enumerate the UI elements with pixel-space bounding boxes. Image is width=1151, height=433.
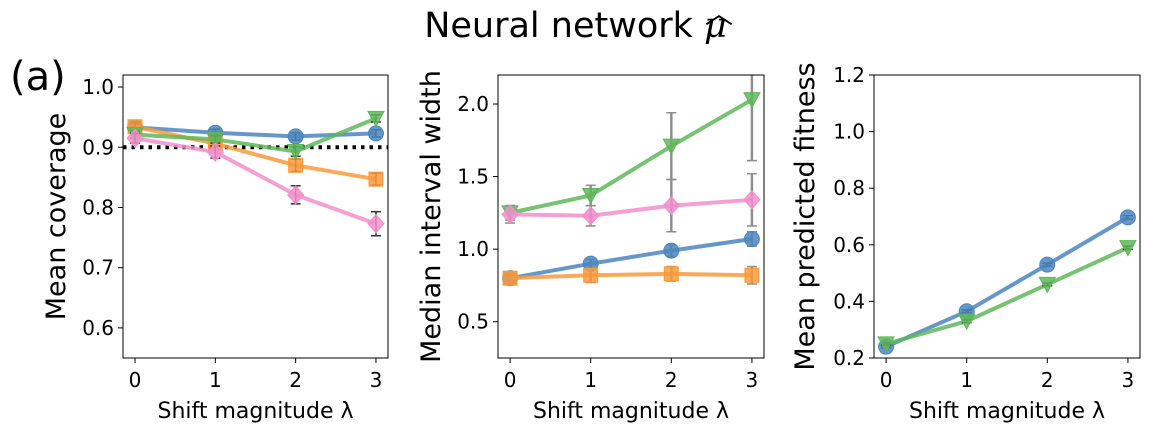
data-point-orange-2-1 bbox=[583, 267, 599, 283]
data-point-pink-1-2 bbox=[286, 185, 305, 205]
y-tick-label-1-1: 0.7 bbox=[82, 256, 114, 280]
data-point-green-2-2 bbox=[662, 138, 681, 156]
data-point-green-3-2 bbox=[1038, 276, 1057, 294]
y-tick-label-3-4: 1.0 bbox=[833, 120, 865, 144]
y-axis-label-3: Mean predicted fitness bbox=[790, 62, 821, 370]
series-line-blue-3 bbox=[885, 215, 1129, 349]
data-point-blue-1-3 bbox=[367, 125, 384, 142]
data-point-green-3-1 bbox=[957, 313, 976, 331]
y-tick-label-1-0: 0.6 bbox=[82, 316, 114, 340]
x-tick-label-1-3: 3 bbox=[370, 368, 383, 392]
data-point-orange-2-2 bbox=[663, 266, 679, 282]
x-tick-label-2-0: 0 bbox=[504, 368, 517, 392]
data-point-blue-3-2 bbox=[1039, 256, 1056, 273]
data-point-green-1-2 bbox=[286, 143, 305, 161]
data-point-pink-1-1 bbox=[206, 142, 225, 162]
x-tick-label-2-2: 2 bbox=[665, 368, 678, 392]
series-line-green-1 bbox=[134, 116, 377, 154]
data-point-green-3-0 bbox=[877, 336, 895, 353]
hat-accent: ︿ bbox=[705, 0, 734, 30]
chart-panel-3: 0 1 2 3 0.2 0.4 0.6 0.8 1.0 1.2 Shift magnitude λ M… bbox=[790, 62, 1141, 424]
y-tick-label-1-4: 1.0 bbox=[82, 75, 114, 99]
plot-area-3 bbox=[877, 209, 1137, 355]
x-tick-label-1-2: 2 bbox=[289, 368, 302, 392]
panel-label: (a) bbox=[10, 54, 66, 100]
y-tick-label-1-2: 0.8 bbox=[82, 195, 114, 219]
x-axis-label-1: Shift magnitude λ bbox=[157, 399, 353, 424]
chart-panel-1: 0 1 2 3 0.6 0.7 0.8 0.9 1.0 Shift magnitude λ Mean… bbox=[41, 74, 389, 424]
data-point-blue-2-3 bbox=[743, 230, 760, 247]
data-point-orange-2-3 bbox=[744, 267, 760, 283]
plot-area-1 bbox=[126, 110, 385, 237]
axes-frame-3 bbox=[873, 74, 1141, 359]
chart-panel-2: 0 1 2 3 0.5 1.0 1.5 2.0 Shift magnitude λ Median … bbox=[416, 70, 765, 424]
data-point-pink-2-2 bbox=[662, 195, 680, 216]
data-point-green-1-1 bbox=[206, 131, 225, 149]
data-point-orange-1-3 bbox=[368, 171, 384, 187]
series-line-pink-2 bbox=[510, 197, 753, 218]
data-point-green-1-3 bbox=[367, 110, 385, 128]
series-line-orange-2 bbox=[510, 271, 752, 281]
figure-title: Neural network ︿ μ bbox=[0, 0, 1151, 46]
data-point-pink-2-0 bbox=[501, 204, 519, 225]
data-point-pink-1-0 bbox=[126, 128, 144, 148]
data-point-green-2-1 bbox=[581, 187, 600, 205]
y-tick-label-3-2: 0.6 bbox=[833, 233, 865, 257]
y-tick-label-2-3: 2.0 bbox=[457, 92, 489, 116]
data-point-green-2-3 bbox=[743, 92, 761, 109]
axes-frame-2 bbox=[497, 74, 765, 359]
y-axis-label-2: Median interval width bbox=[416, 70, 447, 363]
y-tick-label-2-1: 1.0 bbox=[457, 237, 489, 261]
series-line-blue-2 bbox=[509, 237, 753, 281]
y-tick-label-3-5: 1.2 bbox=[833, 63, 865, 87]
y-tick-label-3-3: 0.8 bbox=[833, 176, 865, 200]
x-tick-label-2-1: 1 bbox=[584, 368, 597, 392]
data-point-pink-2-1 bbox=[582, 206, 600, 226]
x-tick-label-3-0: 0 bbox=[880, 368, 893, 392]
series-line-green-2 bbox=[509, 97, 753, 215]
data-point-blue-3-3 bbox=[1119, 209, 1136, 226]
x-tick-label-3-3: 3 bbox=[1122, 368, 1135, 392]
x-tick-label-1-0: 0 bbox=[129, 368, 142, 392]
x-tick-label-3-1: 1 bbox=[960, 368, 973, 392]
figure-title-text: Neural network bbox=[424, 6, 705, 46]
data-point-pink-1-3 bbox=[367, 213, 385, 234]
y-axis-label-1: Mean coverage bbox=[41, 113, 72, 321]
series-line-green-3 bbox=[885, 245, 1129, 346]
data-point-green-3-3 bbox=[1119, 240, 1137, 257]
data-point-orange-2-0 bbox=[502, 270, 518, 286]
y-tick-label-3-0: 0.2 bbox=[833, 346, 865, 370]
y-tick-label-3-1: 0.4 bbox=[833, 289, 865, 313]
axes-frame-1 bbox=[122, 74, 389, 359]
plot-area-2 bbox=[501, 75, 761, 287]
y-tick-label-2-2: 1.5 bbox=[457, 165, 489, 189]
mu-symbol: μ bbox=[704, 6, 727, 46]
y-tick-label-1-3: 0.9 bbox=[82, 135, 114, 159]
figure-title-symbol: ︿ μ bbox=[704, 0, 733, 46]
data-point-blue-1-2 bbox=[287, 128, 304, 145]
x-tick-label-2-3: 3 bbox=[746, 368, 759, 392]
series-line-pink-1 bbox=[134, 136, 377, 226]
y-tick-label-2-0: 0.5 bbox=[457, 310, 489, 334]
x-axis-label-2: Shift magnitude λ bbox=[533, 399, 729, 424]
x-tick-label-3-2: 2 bbox=[1041, 368, 1054, 392]
data-point-blue-2-2 bbox=[663, 242, 680, 259]
x-axis-label-3: Shift magnitude λ bbox=[909, 399, 1105, 424]
x-tick-label-1-1: 1 bbox=[209, 368, 222, 392]
data-point-pink-2-3 bbox=[743, 190, 761, 210]
